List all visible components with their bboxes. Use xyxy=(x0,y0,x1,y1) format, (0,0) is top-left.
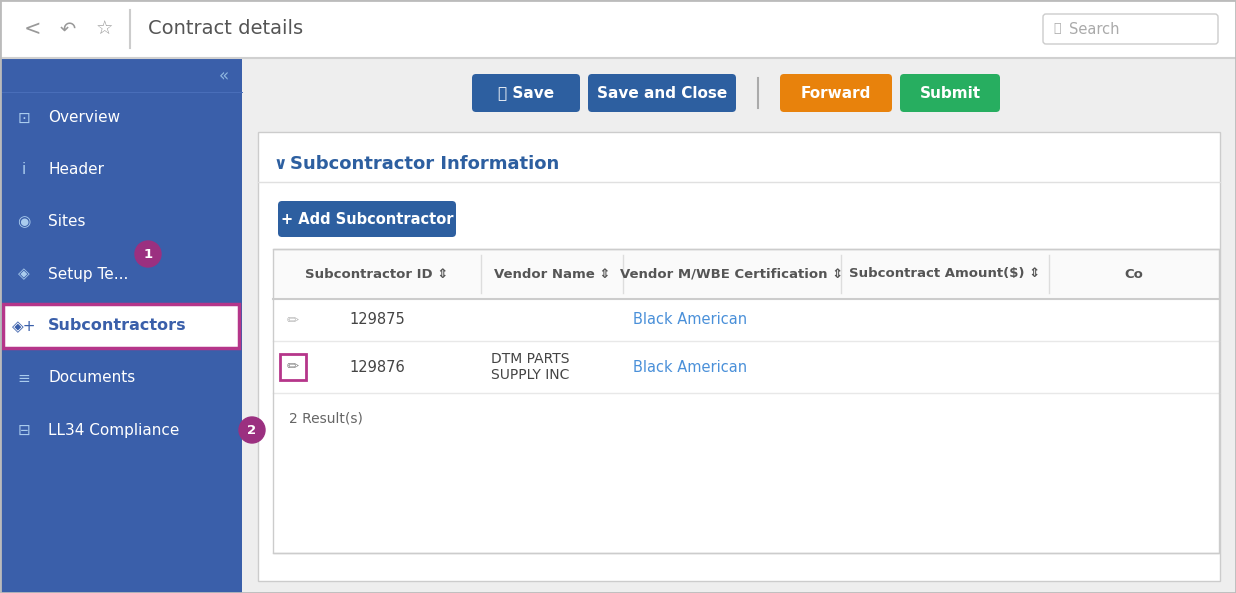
Text: Subcontract Amount($) ⇕: Subcontract Amount($) ⇕ xyxy=(849,267,1041,280)
Text: Subcontractor Information: Subcontractor Information xyxy=(290,155,559,173)
Text: ⊟: ⊟ xyxy=(17,422,31,438)
Bar xyxy=(242,58,1236,126)
Bar xyxy=(273,249,1219,553)
FancyBboxPatch shape xyxy=(588,74,735,112)
Bar xyxy=(273,249,1219,553)
Bar xyxy=(258,132,1220,581)
Text: 129875: 129875 xyxy=(350,313,405,327)
Text: 🔍: 🔍 xyxy=(1053,23,1060,36)
Text: ◈+: ◈+ xyxy=(12,318,36,333)
Bar xyxy=(273,299,1219,341)
Text: i: i xyxy=(22,162,26,177)
Bar xyxy=(2,304,239,348)
Text: 2 Result(s): 2 Result(s) xyxy=(289,411,363,425)
Text: Subcontractors: Subcontractors xyxy=(48,318,187,333)
Text: Co: Co xyxy=(1125,267,1143,280)
Text: Search: Search xyxy=(1069,21,1120,37)
Bar xyxy=(0,58,242,593)
Text: 1: 1 xyxy=(143,247,152,260)
Text: ✏: ✏ xyxy=(287,313,299,327)
Text: Documents: Documents xyxy=(48,371,135,385)
Text: «: « xyxy=(219,67,229,85)
Text: Overview: Overview xyxy=(48,110,120,126)
Text: <: < xyxy=(23,19,41,39)
Bar xyxy=(258,132,1220,581)
Text: Black American: Black American xyxy=(633,313,747,327)
FancyBboxPatch shape xyxy=(1043,14,1217,44)
Text: DTM PARTS
SUPPLY INC: DTM PARTS SUPPLY INC xyxy=(491,352,570,382)
Text: Save and Close: Save and Close xyxy=(597,85,727,100)
Text: Subcontractor ID ⇕: Subcontractor ID ⇕ xyxy=(305,267,449,280)
Text: ✏: ✏ xyxy=(287,359,299,375)
Text: ◈: ◈ xyxy=(19,266,30,282)
FancyBboxPatch shape xyxy=(278,201,456,237)
Text: ◉: ◉ xyxy=(17,215,31,229)
Bar xyxy=(281,354,307,380)
Bar xyxy=(0,0,1236,58)
Circle shape xyxy=(135,241,161,267)
Text: Vendor Name ⇕: Vendor Name ⇕ xyxy=(494,267,611,280)
Text: Submit: Submit xyxy=(920,85,980,100)
FancyBboxPatch shape xyxy=(780,74,892,112)
Text: Vendor M/WBE Certification ⇕: Vendor M/WBE Certification ⇕ xyxy=(620,267,843,280)
Text: ≡: ≡ xyxy=(17,371,31,385)
Text: Sites: Sites xyxy=(48,215,85,229)
Text: + Add Subcontractor: + Add Subcontractor xyxy=(281,212,454,227)
Text: 2: 2 xyxy=(247,423,257,436)
Bar xyxy=(273,249,1219,299)
Text: LL34 Compliance: LL34 Compliance xyxy=(48,422,179,438)
Text: Header: Header xyxy=(48,162,104,177)
Text: Contract details: Contract details xyxy=(148,20,303,39)
FancyBboxPatch shape xyxy=(472,74,580,112)
Bar xyxy=(242,58,1236,593)
Bar xyxy=(2,304,239,348)
Bar xyxy=(273,341,1219,393)
Text: ⊡: ⊡ xyxy=(17,110,31,126)
Bar xyxy=(273,393,1219,553)
Text: ∨: ∨ xyxy=(273,155,287,173)
Text: 💾 Save: 💾 Save xyxy=(498,85,554,100)
Text: 129876: 129876 xyxy=(350,359,405,375)
Circle shape xyxy=(239,417,265,443)
Text: Setup Te...: Setup Te... xyxy=(48,266,129,282)
Text: Black American: Black American xyxy=(633,359,747,375)
FancyBboxPatch shape xyxy=(900,74,1000,112)
Text: ↶: ↶ xyxy=(59,20,77,39)
Text: ☆: ☆ xyxy=(95,20,112,39)
Text: Forward: Forward xyxy=(801,85,871,100)
